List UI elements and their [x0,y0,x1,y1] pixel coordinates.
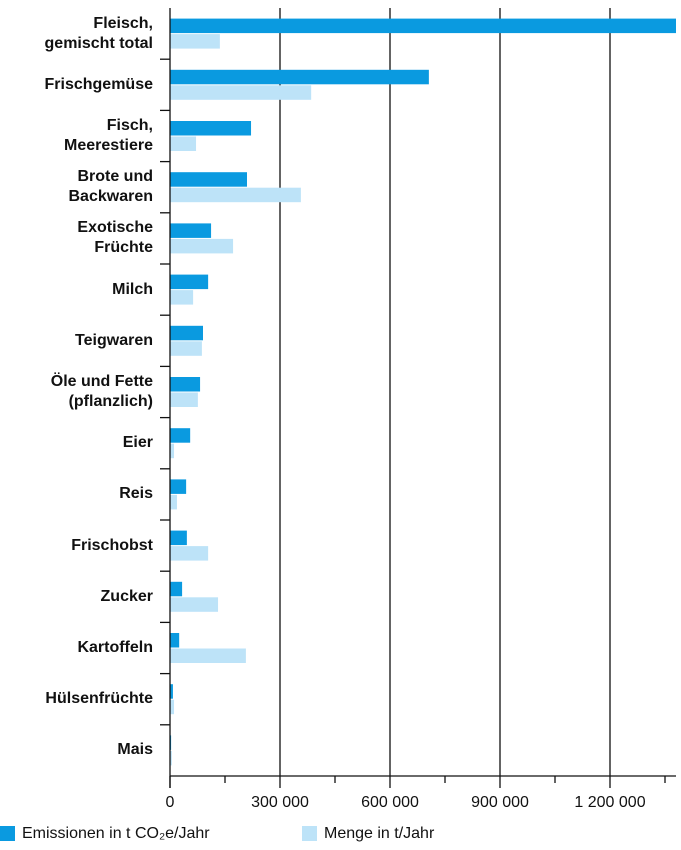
bar [170,479,187,494]
legend-swatch [0,826,15,841]
y-tick-label: Fleisch, gemischt total [44,14,153,52]
bar [170,648,246,663]
y-tick-label: Reis [119,485,153,503]
bar [170,633,180,648]
bar [170,392,198,407]
bar [170,136,197,151]
bar [170,377,201,392]
bar [170,18,676,34]
bar [170,684,173,699]
y-tick-label: Eier [122,434,153,452]
x-tick-label: 300 000 [251,794,309,811]
bar [170,34,220,49]
bar [170,341,202,356]
x-tick-label: 0 [166,794,175,811]
bar [170,597,219,612]
x-tick-label: 1 200 000 [574,794,645,811]
y-tick-label: Öle und Fette (pflanzlich) [50,373,153,410]
y-tick-label: Hülsenfrüchte [45,690,153,708]
bar [170,85,312,100]
y-tick-label: Teigwaren [75,331,153,349]
y-tick-label: Exotische Früchte [77,219,153,257]
x-tick-label: 900 000 [471,794,529,811]
bar [170,187,301,203]
y-tick-label: Kartoffeln [77,639,153,656]
bar [170,428,191,443]
bar [170,443,175,459]
bar [170,546,209,561]
bar [170,172,247,187]
y-tick-label: Mais [117,741,153,759]
bar [170,69,429,85]
legend-label: Menge in t/Jahr [324,825,435,842]
bar [170,274,209,290]
bar [170,581,183,597]
bar [170,494,177,510]
bar [170,699,175,715]
bar [170,325,203,341]
bar [170,238,234,254]
y-tick-label: Frischobst [71,536,153,554]
y-tick-label: Zucker [100,587,153,605]
y-tick-label: Brote und Backwaren [68,168,154,206]
legend-label: Emissionen in t CO₂e/Jahr [22,825,210,842]
y-tick-label: Milch [112,280,153,298]
bar [170,750,172,766]
y-tick-label: Frischgemüse [44,75,153,93]
bar [170,530,187,546]
bar [170,121,252,136]
bar [170,223,212,238]
y-tick-label: Fisch, Meerestiere [64,117,153,154]
bar [170,290,194,305]
x-tick-label: 600 000 [361,794,419,811]
legend-swatch [302,826,317,841]
